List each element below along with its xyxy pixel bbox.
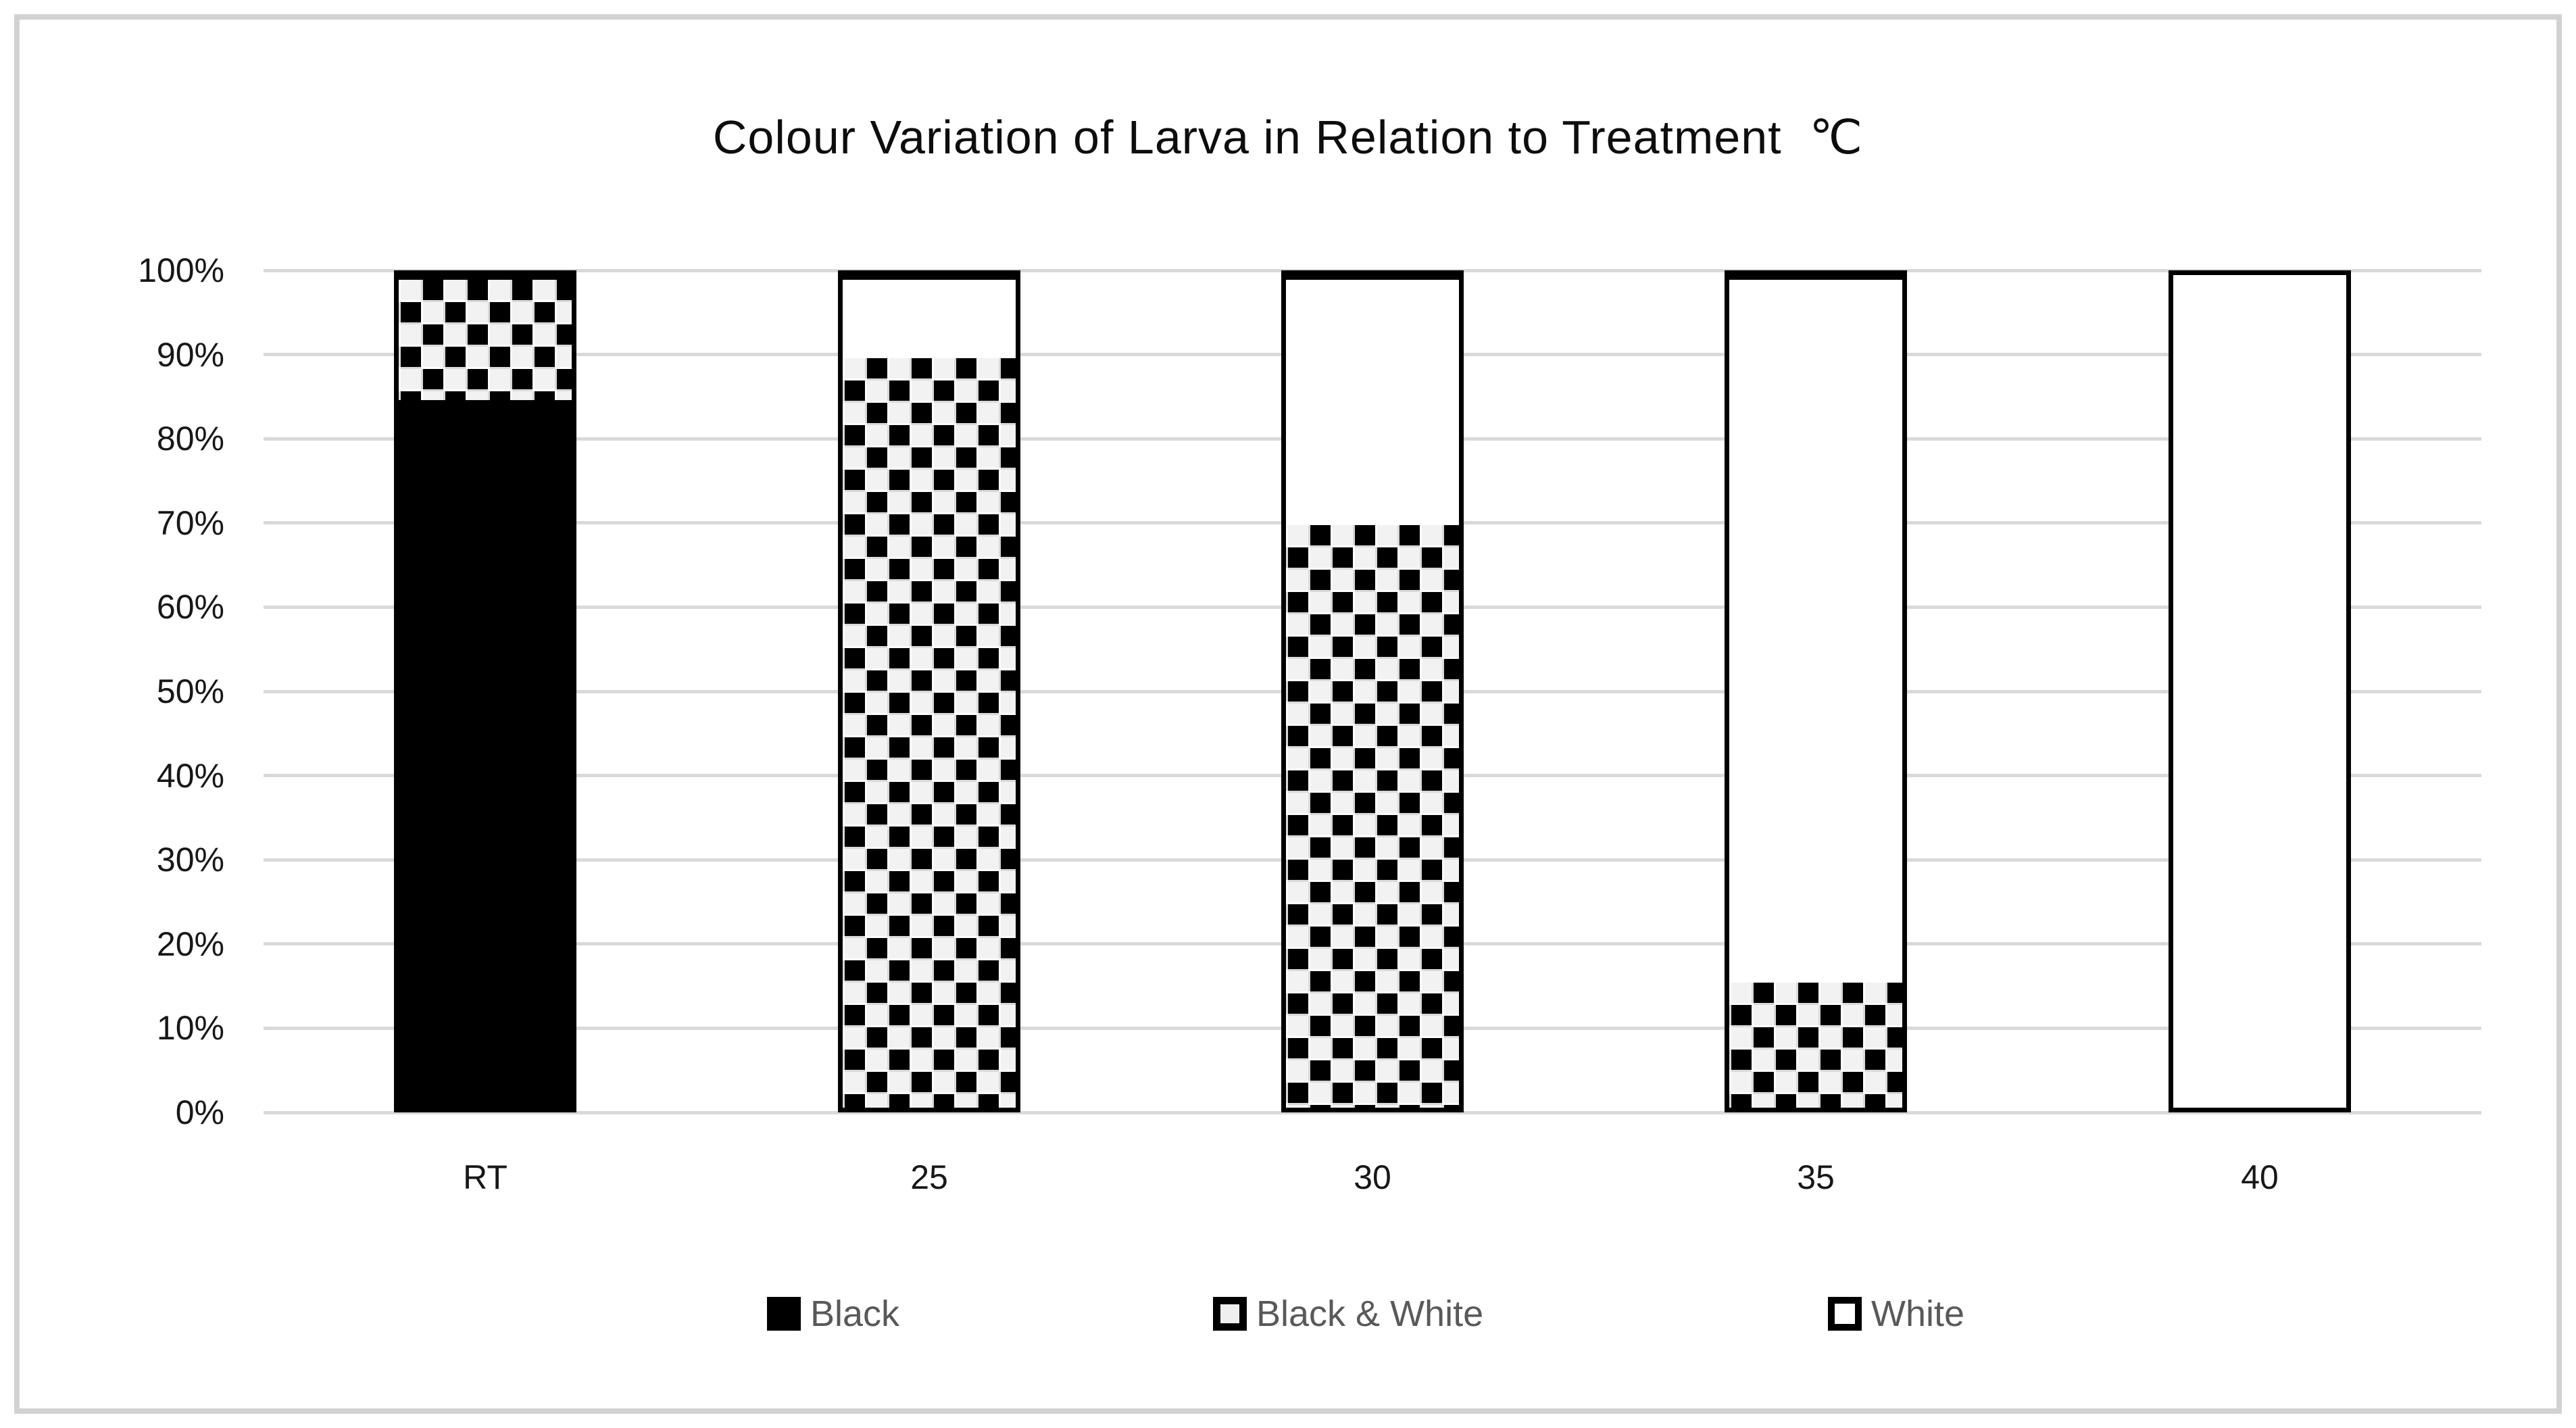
x-axis-category-label: 25: [910, 1158, 948, 1196]
y-axis-tick-label: 80%: [156, 420, 224, 458]
x-axis-category-label: 35: [1797, 1158, 1835, 1196]
legend-marker-checkerboard: [1213, 1297, 1247, 1331]
y-axis-tick-label: 40%: [156, 757, 224, 795]
y-axis-tick-label: 60%: [156, 588, 224, 626]
segment-checkerboard-30: [1286, 524, 1459, 1108]
y-axis-tick-label: 100%: [138, 251, 224, 289]
y-axis-tick-label: 0%: [175, 1093, 224, 1131]
segment-checkerboard-rt: [399, 275, 572, 400]
y-axis-tick-label: 90%: [156, 336, 224, 374]
bar-30: [1281, 270, 1464, 1112]
y-axis-tick-label: 70%: [156, 504, 224, 542]
bar-40: [2169, 270, 2351, 1112]
gridline: [264, 1111, 2481, 1114]
chart-title: Colour Variation of Larva in Relation to…: [712, 111, 1864, 164]
bar-35: [1725, 270, 1907, 1112]
x-axis-category-label: 40: [2241, 1158, 2279, 1196]
segment-checkerboard-35: [1729, 983, 1902, 1108]
legend-item-white-outline: White: [1828, 1295, 1964, 1333]
legend-label: White: [1871, 1294, 1965, 1334]
legend-label: Black: [810, 1294, 900, 1334]
legend-marker-solid-black: [767, 1297, 801, 1331]
segment-solid-black-rt: [399, 399, 572, 1108]
y-axis-tick-label: 50%: [156, 672, 224, 710]
bar-25: [838, 270, 1020, 1112]
legend-item-solid-black: Black: [767, 1295, 899, 1333]
bar-rt: [394, 270, 576, 1112]
segment-white-outline-35: [1729, 275, 1902, 983]
x-axis-category-label: 30: [1354, 1158, 1391, 1196]
segment-checkerboard-25: [843, 358, 1016, 1108]
y-axis-tick-label: 30%: [156, 841, 224, 879]
x-axis-category-label: RT: [463, 1158, 507, 1196]
y-axis-tick-label: 10%: [156, 1009, 224, 1047]
segment-white-outline-30: [1286, 275, 1459, 525]
segment-white-outline-25: [843, 275, 1016, 359]
segment-white-outline-40: [2173, 275, 2346, 1108]
legend-marker-white-outline: [1828, 1297, 1862, 1331]
y-axis-tick-label: 20%: [156, 925, 224, 963]
legend-item-checkerboard: Black & White: [1213, 1295, 1483, 1333]
legend-label: Black & White: [1256, 1294, 1484, 1334]
